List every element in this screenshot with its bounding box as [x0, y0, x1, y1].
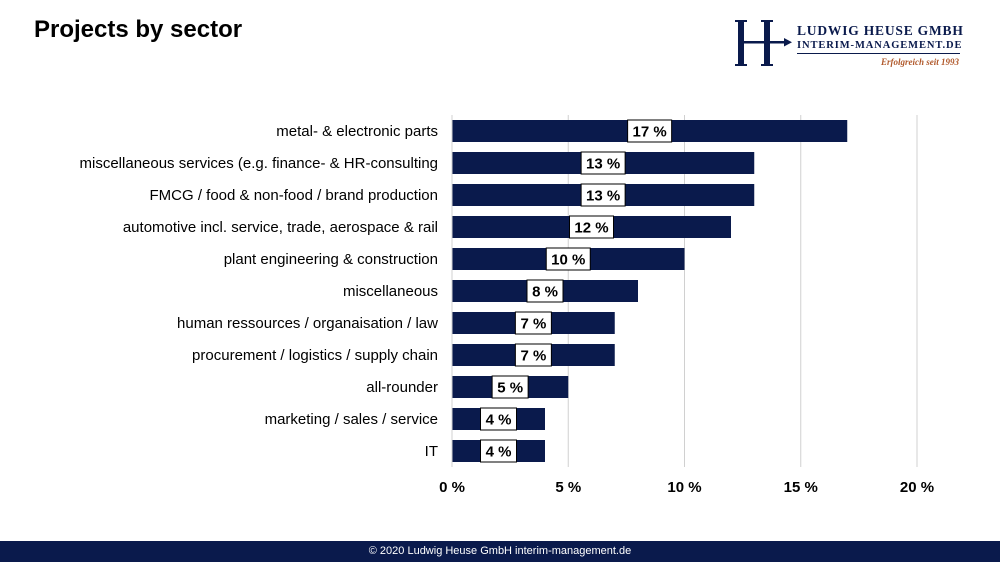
data-label: 13 %: [586, 156, 620, 173]
data-label-box: [627, 119, 673, 143]
data-label: 4 %: [486, 444, 512, 461]
category-label: metal- & electronic parts: [276, 123, 438, 140]
data-label-box: [580, 183, 626, 207]
category-label: marketing / sales / service: [265, 411, 438, 428]
data-label-box: [580, 151, 626, 175]
data-label-box: [480, 407, 517, 431]
data-label-box: [514, 343, 552, 367]
category-label: IT: [425, 443, 438, 460]
category-label: plant engineering & construction: [224, 251, 438, 268]
data-label-box: [569, 215, 614, 239]
company-logo: LUDWIG HEUSE GMBH INTERIM-MANAGEMENT.DE …: [735, 18, 975, 70]
x-tick-label: 5 %: [555, 479, 581, 496]
data-label: 4 %: [486, 412, 512, 429]
data-label-box: [545, 247, 591, 271]
data-label: 12 %: [574, 220, 608, 237]
data-label: 8 %: [532, 284, 558, 301]
logo-tagline: Erfolgreich seit 1993: [881, 57, 959, 67]
data-label-box: [480, 439, 517, 463]
data-label: 17 %: [633, 124, 667, 141]
category-label: miscellaneous services (e.g. finance- & …: [80, 155, 438, 172]
data-label-box: [526, 279, 564, 303]
logo-website: INTERIM-MANAGEMENT.DE: [797, 40, 963, 51]
x-tick-label: 15 %: [784, 479, 818, 496]
data-label: 7 %: [520, 348, 546, 365]
footer-copyright: © 2020 Ludwig Heuse GmbH interim-managem…: [368, 545, 632, 557]
data-label-box: [491, 375, 529, 399]
logo-monogram-icon: [735, 20, 792, 66]
page-title: Projects by sector: [34, 16, 243, 43]
category-label: procurement / logistics / supply chain: [192, 347, 438, 364]
data-label: 7 %: [520, 316, 546, 333]
data-label: 10 %: [551, 252, 585, 269]
logo-divider: [797, 53, 960, 54]
category-label: FMCG / food & non-food / brand productio…: [150, 187, 439, 204]
x-tick-label: 20 %: [900, 479, 934, 496]
data-label-box: [514, 311, 552, 335]
data-label: 5 %: [497, 380, 523, 397]
category-label: all-rounder: [366, 379, 438, 396]
category-label: miscellaneous: [343, 283, 438, 300]
logo-company-name: LUDWIG HEUSE GMBH: [797, 23, 964, 38]
footer-bar: © 2020 Ludwig Heuse GmbH interim-managem…: [0, 541, 1000, 562]
category-label: automotive incl. service, trade, aerospa…: [123, 219, 438, 236]
x-tick-label: 10 %: [667, 479, 701, 496]
category-label: human ressources / organaisation / law: [177, 315, 438, 332]
data-label: 13 %: [586, 188, 620, 205]
x-tick-label: 0 %: [439, 479, 465, 496]
sector-bar-chart: metal- & electronic parts 17 % miscellaneo…: [80, 115, 934, 496]
